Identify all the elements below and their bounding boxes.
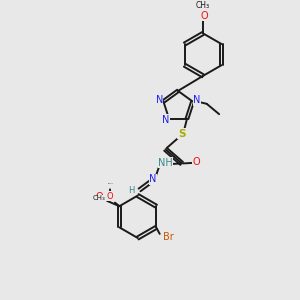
Text: S: S	[178, 129, 185, 139]
Text: O: O	[193, 157, 200, 167]
Text: N: N	[162, 115, 169, 125]
Text: O: O	[201, 11, 208, 21]
Text: CH₃: CH₃	[92, 195, 105, 201]
Text: O: O	[95, 192, 103, 202]
Text: H: H	[128, 186, 134, 195]
Text: methoxy: methoxy	[107, 183, 114, 184]
Text: O: O	[107, 192, 113, 201]
Text: Br: Br	[163, 232, 174, 242]
Text: NH: NH	[158, 158, 173, 168]
Text: N: N	[156, 95, 163, 105]
Text: N: N	[193, 95, 200, 105]
Text: CH₃: CH₃	[196, 1, 210, 10]
Text: N: N	[149, 174, 157, 184]
